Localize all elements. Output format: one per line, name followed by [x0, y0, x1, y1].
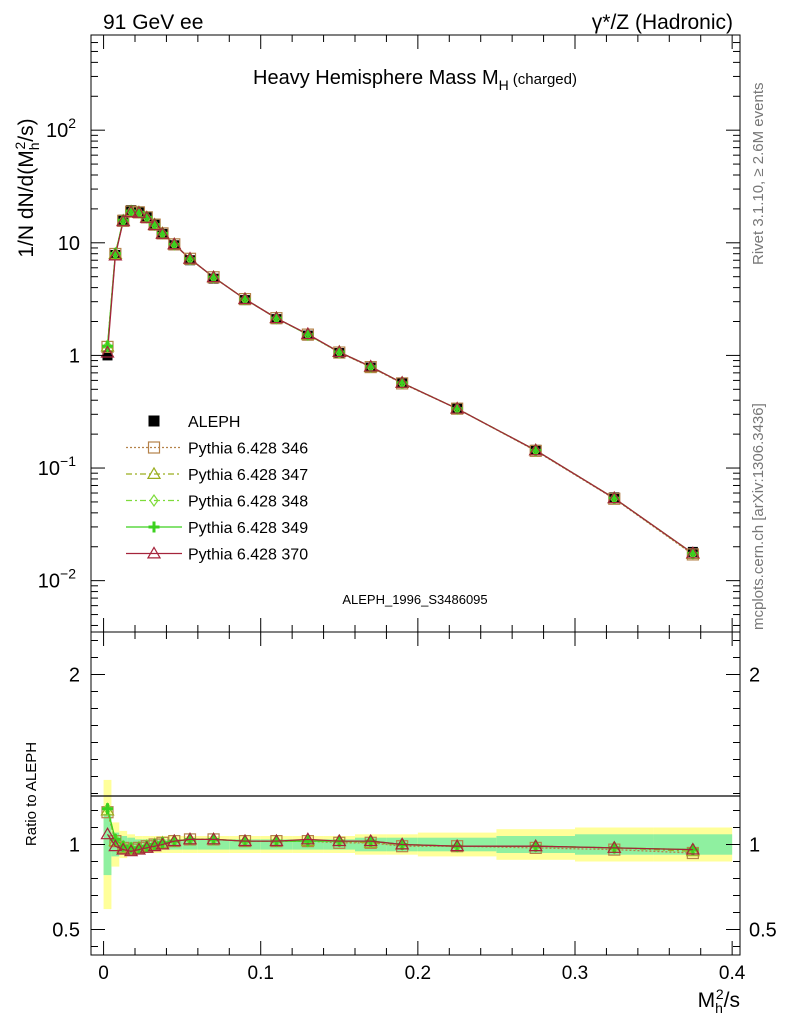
- y-tick-label: 10: [58, 233, 80, 255]
- series-marker-5: [528, 443, 543, 456]
- analysis-watermark: ALEPH_1996_S3486095: [342, 592, 487, 607]
- series-marker-5: [147, 217, 162, 231]
- legend-marker-1: [147, 441, 161, 454]
- ratio-marker-5: [685, 842, 700, 855]
- ratio-tick-label: 1: [69, 835, 80, 857]
- main-axis-ticks: 10−2 10−1 1 10 102: [38, 34, 740, 632]
- ratio-y-axis-label: Ratio to ALEPH: [23, 742, 40, 846]
- ratio-tick-label-right: 2: [749, 665, 760, 687]
- series-marker-5: [269, 310, 284, 324]
- series-marker-5: [363, 359, 378, 372]
- legend-label-5: Pythia 6.428 370: [188, 547, 308, 564]
- legend-marker-aleph: [148, 415, 160, 427]
- series-marker-5: [167, 237, 182, 250]
- rivet-version-label: Rivet 3.1.10, ≥ 2.6M events: [750, 83, 767, 266]
- ratio-marker-5: [300, 832, 315, 845]
- ratio-marker-5: [182, 832, 198, 845]
- ratio-marker-5: [123, 844, 139, 857]
- x-tick-label: 0.4: [719, 963, 746, 984]
- series-marker-5: [237, 291, 253, 305]
- legend-label-aleph: ALEPH: [188, 414, 240, 431]
- ratio-inner-band: [103, 813, 112, 876]
- ratio-marker-5: [363, 833, 378, 847]
- ratio-marker-5: [269, 833, 284, 847]
- series-marker-5: [300, 326, 315, 340]
- x-tick-label: 0.2: [405, 963, 431, 984]
- ratio-curves: [100, 802, 700, 860]
- series-marker-4: [117, 214, 129, 226]
- x-tick-label: 0.1: [248, 963, 274, 984]
- ratio-marker-5: [116, 842, 131, 855]
- legend-marker-2: [146, 466, 162, 479]
- ratio-marker-5: [108, 838, 123, 852]
- legend-marker-3: [149, 493, 159, 508]
- x-axis-label: Mh2/s: [698, 986, 740, 1016]
- legend: ALEPH Pythia 6.428 346 Pythia 6.428 347 Pyt…: [126, 414, 308, 564]
- series-marker-5: [123, 204, 139, 218]
- ratio-marker-5: [237, 833, 253, 847]
- series-marker-5: [685, 546, 700, 559]
- legend-label-2: Pythia 6.428 347: [188, 467, 308, 484]
- ratio-tick-label: 2: [69, 665, 80, 687]
- series-marker-5: [100, 345, 115, 358]
- ratio-tick-label-right: 1: [749, 835, 760, 857]
- ratio-marker-5: [147, 838, 162, 852]
- ratio-axis-ticks: 0 0.1 0.2 0.3 0.40.5 0.51 12 2: [52, 632, 777, 984]
- ratio-marker-5: [528, 838, 543, 852]
- ratio-marker-5: [167, 833, 182, 847]
- main-panel: 10−2 10−1 1 10 102 Heavy Hemisphere Mass MH(…: [12, 34, 741, 633]
- ratio-panel-frame: [90, 631, 741, 956]
- ratio-tick-label-right: 0.5: [749, 920, 777, 942]
- mcplots-credit-label: mcplots.cern.ch [arXiv:1306.3436]: [750, 403, 767, 630]
- y-axis-label: 1/N dN/d(Mh2/s): [12, 118, 42, 257]
- y-tick-label: 10−1: [38, 453, 76, 480]
- series-marker-5: [332, 344, 347, 358]
- series-marker-5: [182, 251, 198, 264]
- series-marker-5: [155, 226, 170, 239]
- x-tick-label: 0.3: [562, 963, 588, 984]
- legend-label-3: Pythia 6.428 348: [188, 494, 308, 511]
- series-marker-5: [139, 210, 154, 223]
- ratio-marker-5: [395, 837, 410, 850]
- chart-title: Heavy Hemisphere Mass MH (charged): [253, 67, 577, 93]
- y-tick-label: 102: [46, 115, 76, 142]
- legend-label-4: Pythia 6.428 349: [188, 520, 308, 537]
- series-marker-5: [450, 401, 465, 414]
- ratio-panel: 0 0.1 0.2 0.3 0.40.5 0.51 12 2 Ratio to ALEPH M…: [23, 631, 777, 1016]
- ratio-marker-5: [607, 840, 622, 853]
- ratio-marker-5: [131, 842, 147, 855]
- ratio-marker-5: [155, 837, 170, 850]
- series-marker-5: [108, 248, 123, 261]
- header-right-label: γ*/Z (Hadronic): [592, 11, 733, 34]
- y-tick-label: 10−2: [38, 566, 76, 593]
- series-marker-5: [395, 375, 410, 388]
- legend-marker-5: [146, 546, 162, 559]
- x-tick-label: 0: [98, 963, 109, 984]
- ratio-marker-5: [100, 827, 115, 840]
- header-left-label: 91 GeV ee: [103, 11, 203, 34]
- y-tick-label: 1: [69, 345, 80, 367]
- ratio-marker-5: [332, 833, 347, 847]
- series-marker-5: [116, 214, 131, 227]
- series-marker-5: [131, 205, 147, 218]
- legend-label-1: Pythia 6.428 346: [188, 441, 308, 458]
- series-marker-5: [607, 491, 622, 504]
- ratio-marker-5: [139, 840, 154, 853]
- series-marker-5: [206, 269, 221, 283]
- ratio-tick-label: 0.5: [52, 920, 80, 942]
- ratio-marker-4: [102, 803, 113, 815]
- ratio-marker-5: [450, 838, 465, 852]
- ratio-marker-5: [206, 832, 221, 845]
- legend-marker-4: [148, 521, 160, 533]
- main-panel-frame: [90, 34, 741, 633]
- ratio-marker-4: [302, 835, 314, 847]
- main-markers: [100, 204, 700, 561]
